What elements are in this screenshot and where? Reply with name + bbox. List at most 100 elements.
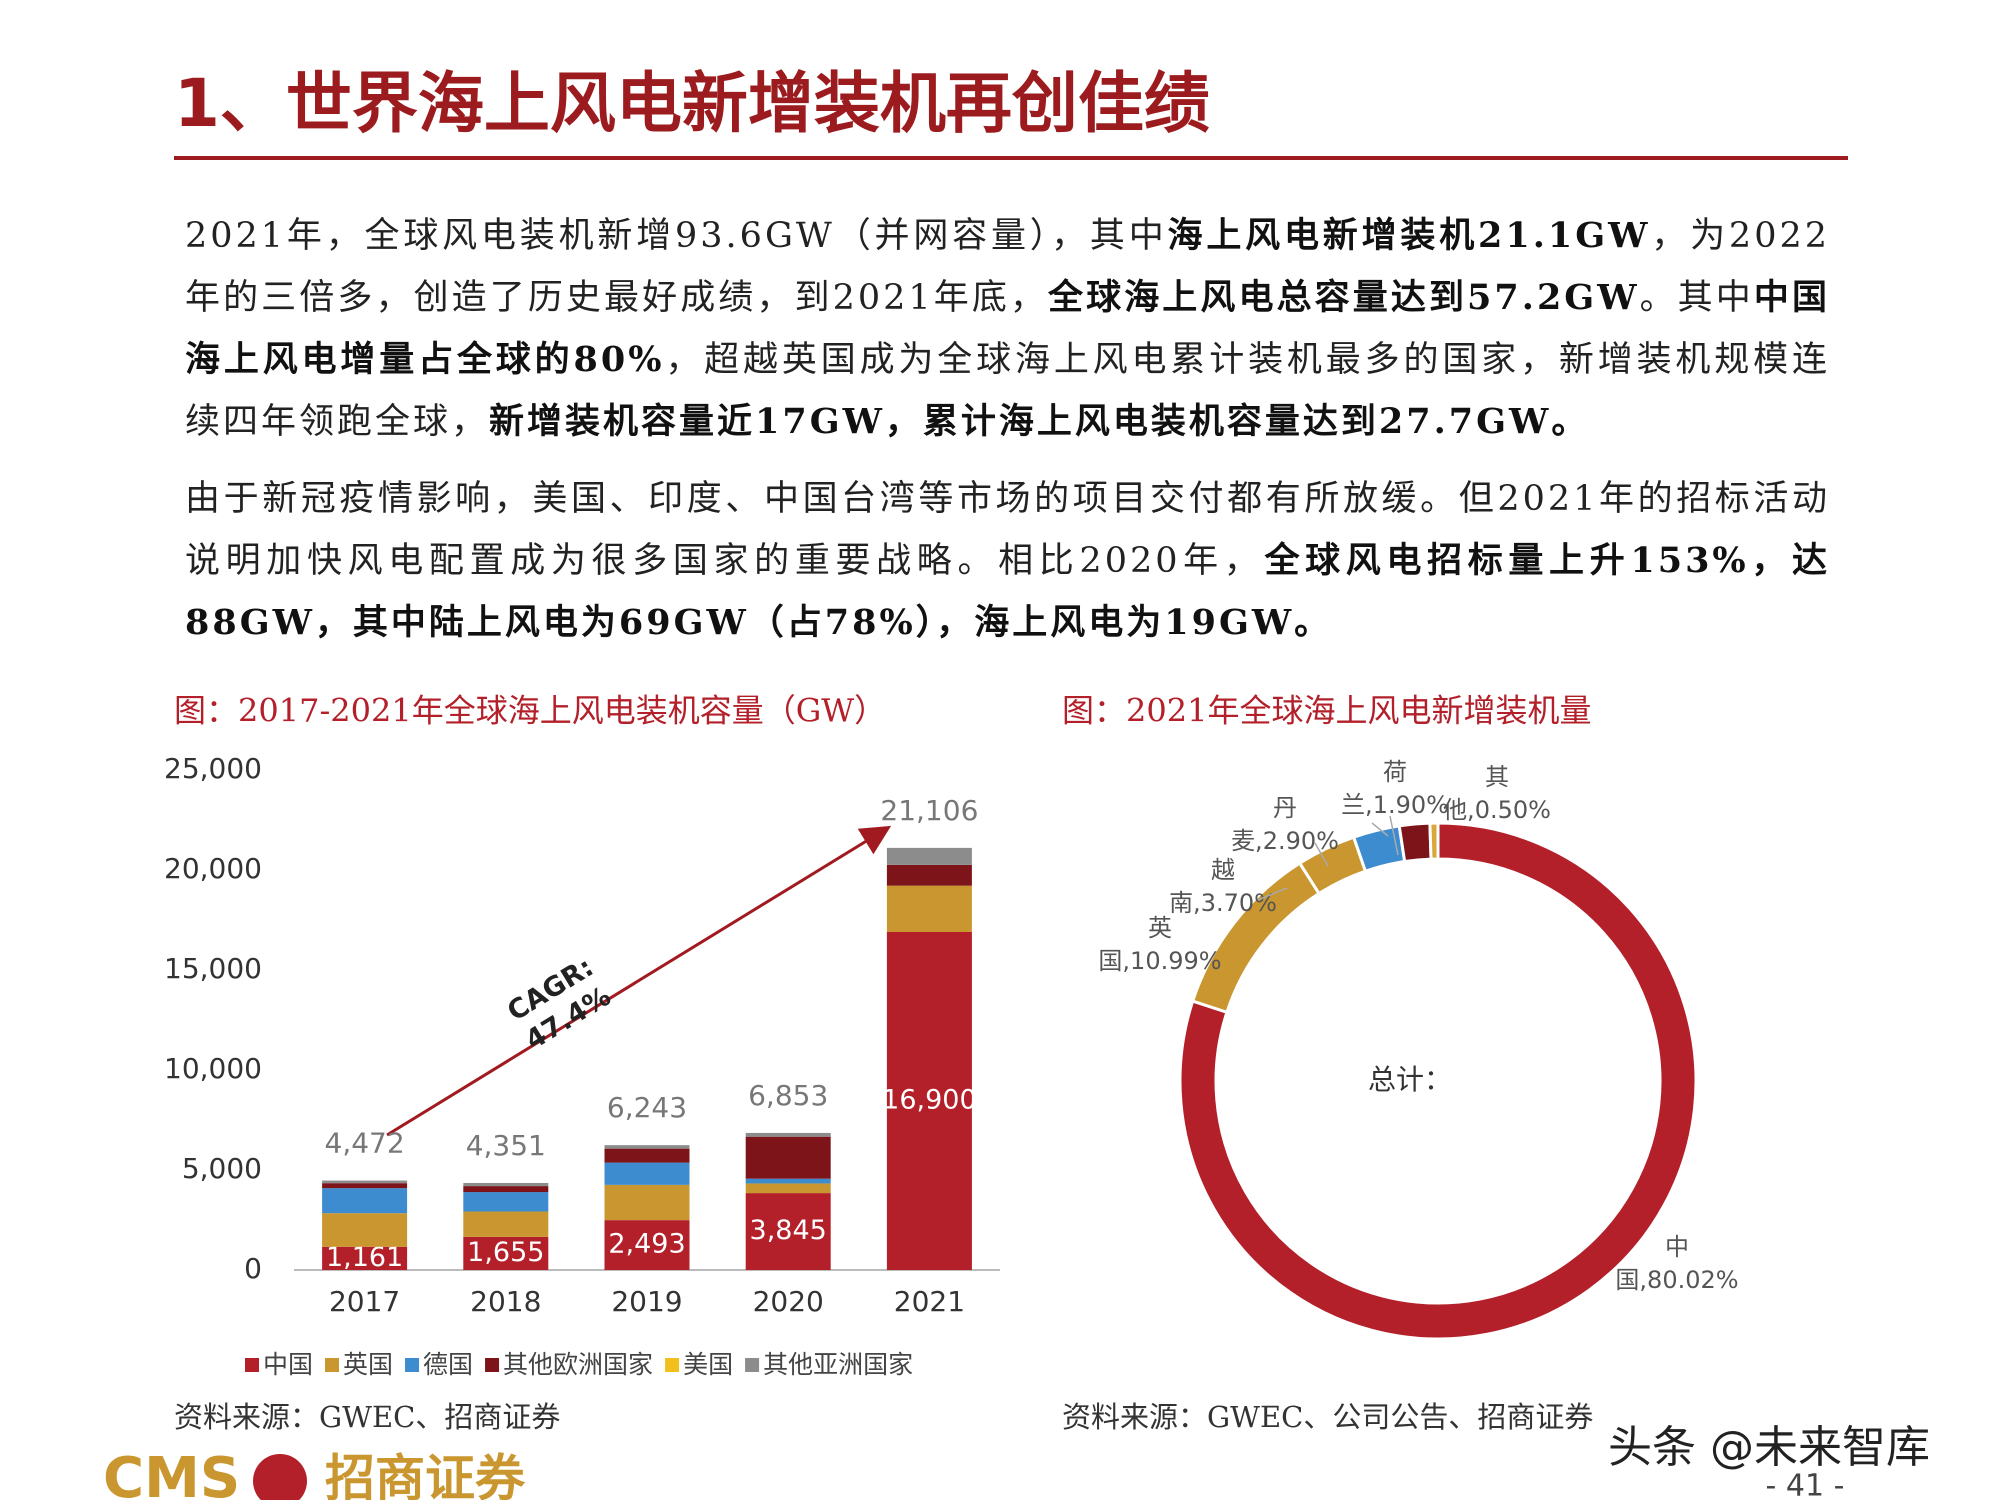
- paragraph: 由于新冠疫情影响，美国、印度、中国台湾等市场的项目交付都有所放缓。但2021年的…: [185, 469, 1830, 654]
- legend-label: 英国: [343, 1350, 393, 1379]
- value-label: 1,161: [326, 1242, 403, 1273]
- bar-segment: [604, 1148, 690, 1163]
- bar-segment: [463, 1211, 549, 1237]
- donut-label: 荷兰,1.90%: [1341, 758, 1449, 819]
- legend-label: 其他亚洲国家: [763, 1350, 913, 1379]
- bar-segment: [463, 1182, 549, 1187]
- leader-line: [1257, 887, 1288, 901]
- leader-line: [1389, 815, 1399, 856]
- bar-segment: [322, 1213, 408, 1247]
- bar-segment: [604, 1220, 690, 1270]
- donut-segment: [1397, 821, 1433, 864]
- legend-swatch: [325, 1358, 340, 1372]
- x-tick-label: 2018: [470, 1285, 541, 1318]
- x-tick-label: 2017: [329, 1285, 400, 1318]
- bar-segment: [745, 1193, 831, 1270]
- x-tick-label: 2020: [753, 1285, 824, 1318]
- body-text: 2021年，全球风电装机新增93.6GW（并网容量），其中海上风电新增装机21.…: [185, 205, 1830, 670]
- donut-segment: [1178, 821, 1698, 1341]
- logo-name: 招商证券: [325, 1450, 526, 1500]
- text-run: ，超越英国成为全球海上风电累计装机最多的国家，新增装机规模连续四年领跑全球，: [185, 340, 1830, 442]
- bar-segment: [745, 1132, 831, 1137]
- donut-segment: [1428, 821, 1440, 861]
- bar-segment: [463, 1192, 549, 1212]
- source: 资料来源：GWEC、招商证券: [174, 1400, 560, 1434]
- bar-segment: [322, 1188, 408, 1214]
- center-label: 总计：: [1368, 1063, 1452, 1096]
- bar-segment: [604, 1162, 690, 1185]
- legend-swatch: [245, 1358, 259, 1372]
- legend-label: 德国: [423, 1350, 473, 1379]
- y-tick-label: 20,000: [164, 852, 262, 885]
- bar-segment: [322, 1183, 408, 1189]
- donut-label: 英国,10.99%: [1098, 914, 1221, 975]
- bold-run: 全球海上风电总容量达到57.2GW: [1048, 277, 1640, 318]
- bar-segment: [745, 1183, 831, 1194]
- total-label: 4,472: [325, 1127, 405, 1160]
- bar-segment: [322, 1180, 408, 1184]
- source: 资料来源：GWEC、公司公告、招商证券: [1062, 1400, 1593, 1434]
- chart-title: 图：2021年全球海上风电新增装机量: [1062, 692, 1591, 730]
- text-run: 2021年，全球风电装机新增93.6GW（并网容量），其中: [185, 216, 1168, 256]
- bar-segment: [322, 1246, 408, 1270]
- donut-label: 其他,0.50%: [1443, 763, 1551, 824]
- legend-label: 其他欧洲国家: [503, 1350, 653, 1379]
- legend-label: 美国: [683, 1350, 733, 1379]
- cagr-arrow: [386, 825, 892, 1137]
- leader-line: [1314, 842, 1329, 867]
- annotation: CAGR:47.4%: [502, 952, 616, 1057]
- logo: CMS 招商证券: [103, 1446, 526, 1500]
- value-label: 3,845: [750, 1215, 827, 1246]
- bar-segment: [886, 885, 972, 932]
- bold-run: 全球风电招标量上升153%，达88GW，其中陆上风电为69GW（占78%），海上…: [185, 540, 1830, 643]
- y-tick-label: 5,000: [182, 1152, 262, 1185]
- legend-label: 中国: [263, 1350, 313, 1379]
- bar-segment: [463, 1236, 549, 1270]
- legend-swatch: [665, 1358, 680, 1372]
- donut-label: 越南,3.70%: [1169, 856, 1277, 917]
- bold-run: 海上风电新增装机21.1GW: [1167, 215, 1651, 256]
- value-label: 1,655: [467, 1237, 544, 1268]
- bar-segment: [886, 847, 972, 865]
- watermark: 头条 @未来智库: [1608, 1422, 1930, 1473]
- donut-label: 中国,80.02%: [1615, 1233, 1738, 1294]
- x-tick-label: 2021: [894, 1285, 965, 1318]
- page-number: - 41 -: [1766, 1469, 1845, 1500]
- legend-swatch: [485, 1358, 500, 1372]
- y-tick-label: 0: [244, 1252, 262, 1285]
- text-run: ，为2022年的三倍多，创造了历史最好成绩，到2021年底，: [185, 216, 1830, 318]
- text-run: 由于新冠疫情影响，美国、印度、中国台湾等市场的项目交付都有所放缓。但2021年的…: [185, 479, 1830, 581]
- x-tick-label: 2019: [611, 1285, 682, 1318]
- value-label: 16,900: [882, 1085, 976, 1116]
- leader-line: [1371, 822, 1389, 837]
- logo-latin: CMS: [103, 1446, 240, 1500]
- y-tick-label: 25,000: [164, 752, 262, 785]
- total-label: 6,853: [748, 1079, 828, 1112]
- bar-segment: [604, 1145, 690, 1149]
- legend-swatch: [745, 1358, 760, 1372]
- bar-segment: [745, 1136, 831, 1179]
- bar-segment: [604, 1184, 690, 1221]
- paragraph: 2021年，全球风电装机新增93.6GW（并网容量），其中海上风电新增装机21.…: [185, 205, 1830, 453]
- page-title: 1、世界海上风电新增装机再创佳绩: [174, 65, 1210, 142]
- text-run: 。其中: [1639, 278, 1754, 318]
- total-label: 21,106: [880, 794, 978, 827]
- bar-segment: [886, 932, 972, 1270]
- value-label: 2,493: [608, 1229, 685, 1260]
- bar-segment: [886, 864, 972, 886]
- chart-title: 图：2017-2021年全球海上风电装机容量（GW）: [174, 692, 886, 730]
- logo-badge: [253, 1454, 307, 1500]
- bold-run: 中国海上风电增量占全球的80%: [185, 277, 1830, 380]
- donut-label: 丹麦,2.90%: [1231, 794, 1339, 855]
- donut-segment: [1190, 861, 1322, 1015]
- bold-run: 新增装机容量近17GW，累计海上风电装机容量达到27.7GW。: [489, 401, 1590, 442]
- total-label: 4,351: [466, 1129, 546, 1162]
- y-tick-label: 15,000: [164, 952, 262, 985]
- legend-swatch: [405, 1358, 420, 1372]
- bar-segment: [745, 1178, 831, 1184]
- total-label: 6,243: [607, 1091, 687, 1124]
- bar-segment: [463, 1186, 549, 1193]
- y-tick-label: 10,000: [164, 1052, 262, 1085]
